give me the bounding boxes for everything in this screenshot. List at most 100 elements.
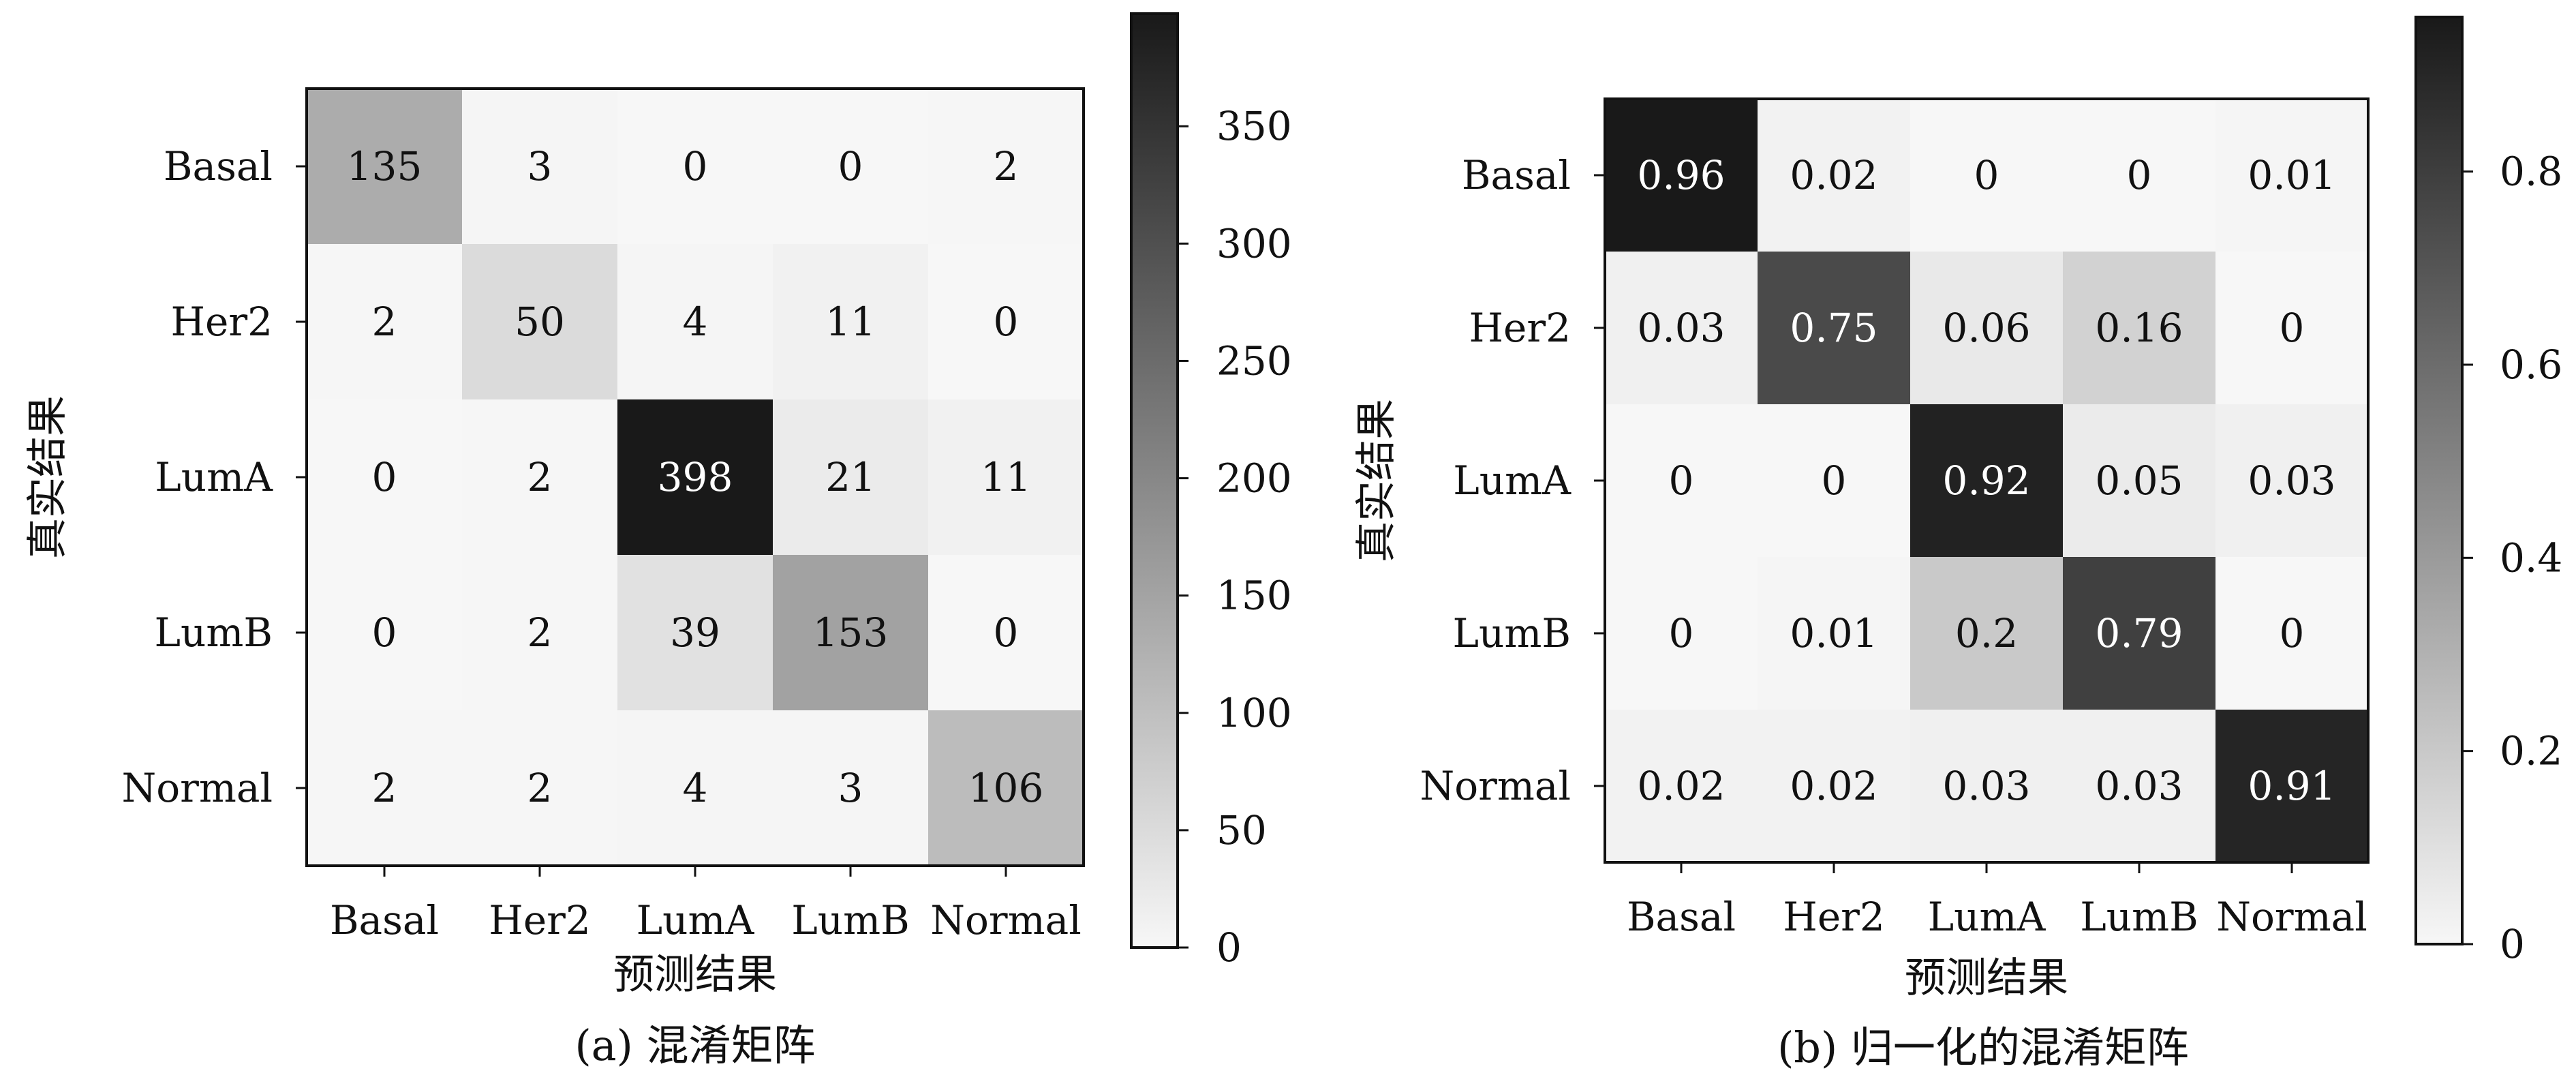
y-tick-label: Basal [164,143,273,190]
heatmap-cell [2063,252,2215,404]
cell-value-label: 11 [981,454,1031,500]
cell-value-label: 2 [372,765,397,811]
cell-value-label: 0 [994,609,1019,656]
heatmap-cell [1910,404,2063,557]
cell-value-label: 0.03 [1942,763,2030,809]
cell-value-label: 0 [994,299,1019,345]
cell-value-label: 0.02 [1637,763,1725,809]
heatmap-cell [1758,252,1910,404]
cell-value-label: 0 [2280,610,2305,656]
heatmap-cell [307,399,462,555]
cell-value-label: 2 [527,765,553,811]
cell-value-label: 0 [1974,152,1999,198]
y-tick-label: Her2 [170,299,273,345]
cell-value-label: 2 [527,454,553,500]
colorbar-tick-label: 250 [1216,337,1292,384]
heatmap-cell [2215,710,2368,862]
y-tick-label: LumB [155,609,273,656]
y-tick-label: LumB [1453,610,1571,656]
x-tick-label: Basal [1627,894,1736,940]
cell-value-label: 39 [670,609,720,656]
x-tick-label: Basal [330,897,439,943]
heatmap-cell [1758,710,1910,862]
y-tick-label: LumA [155,454,273,500]
heatmap-cell [773,555,928,710]
colorbar-tick-label: 0.4 [2500,534,2562,581]
x-tick-label: LumB [791,897,910,943]
colorbar [1130,12,1179,949]
heatmap-cell [307,555,462,710]
cell-value-label: 0.06 [1942,305,2030,351]
heatmap-cell [928,555,1084,710]
cell-value-label: 0 [683,143,708,190]
y-tick-label: Her2 [1469,305,1571,351]
heatmap-cell [307,710,462,866]
heatmap-cell [462,555,617,710]
heatmap-cell [1910,99,2063,252]
heatmap-cell [2215,557,2368,710]
colorbar-tick-label: 200 [1216,455,1292,502]
cell-value-label: 0 [838,143,863,190]
heatmap-cell [1758,557,1910,710]
x-tick-label: LumA [637,897,755,943]
colorbar-tick-label: 0 [1216,924,1242,971]
cell-value-label: 0 [372,454,397,500]
heatmap-cell [773,710,928,866]
heatmap-cell [617,399,773,555]
x-tick-label: Her2 [1783,894,1885,940]
y-tick-label: Normal [121,765,273,811]
colorbar-tick-label: 0.6 [2500,342,2562,388]
x-tick-label: Normal [2216,894,2367,940]
cell-value-label: 4 [683,765,708,811]
heatmap-cell [1605,99,1758,252]
heatmap-cell [462,710,617,866]
heatmap-cell [2215,404,2368,557]
cell-value-label: 0.03 [2248,457,2335,504]
heatmap-cell [307,244,462,399]
heatmap-cell [617,244,773,399]
cell-value-label: 0.16 [2095,305,2183,351]
colorbar-tick-label: 50 [1216,807,1267,853]
heatmap-cell [2063,404,2215,557]
heatmap-cell [462,399,617,555]
x-tick-label: LumA [1928,894,2046,940]
cell-value-label: 0.2 [1955,610,2018,656]
cell-value-label: 11 [825,299,876,345]
colorbar [2414,16,2464,945]
cell-value-label: 0 [1822,457,1847,504]
colorbar-tick-label: 0.8 [2500,149,2562,195]
panel-caption: (b) 归一化的混淆矩阵 [1777,1023,2189,1072]
panel-caption: (a) 混淆矩阵 [574,1020,815,1070]
cell-value-label: 0.91 [2248,763,2335,809]
heatmap-cell [617,89,773,244]
cell-value-label: 0.03 [1637,305,1725,351]
heatmap-cell [773,89,928,244]
y-tick-label: Basal [1462,152,1571,198]
heatmap-cell [1605,557,1758,710]
cell-value-label: 2 [527,609,553,656]
cell-value-label: 0 [372,609,397,656]
heatmap-cell [1605,404,1758,557]
x-axis-title: 预测结果 [1905,954,2068,1002]
heatmap-cell [1910,557,2063,710]
colorbar-tick-label: 0.2 [2500,728,2562,774]
cell-value-label: 0.02 [1790,763,1877,809]
normalized-confusion-matrix-panel-b: 0.96 0.02 0 0 0.01 0.03 0.75 0.06 0.16 0 0 0 0.92 0.0… [1353,16,2562,1072]
heatmap-cell [617,555,773,710]
heatmap-cell [2063,710,2215,862]
y-axis-title: 真实结果 [1353,399,1400,562]
y-axis-title: 真实结果 [24,395,72,559]
heatmap-cell [307,89,462,244]
cell-value-label: 0.96 [1637,152,1725,198]
cell-value-label: 0.92 [1942,457,2030,504]
cell-value-label: 3 [838,765,863,811]
x-tick-label: Normal [930,897,1082,943]
colorbar-tick-label: 350 [1216,103,1292,149]
cell-value-label: 0.75 [1790,305,1877,351]
cell-value-label: 4 [683,299,708,345]
heatmap-cell [928,244,1084,399]
colorbar-tick-label: 300 [1216,220,1292,267]
x-tick-label: LumB [2080,894,2198,940]
colorbar-tick-label: 100 [1216,690,1292,736]
cell-value-label: 50 [515,299,565,345]
